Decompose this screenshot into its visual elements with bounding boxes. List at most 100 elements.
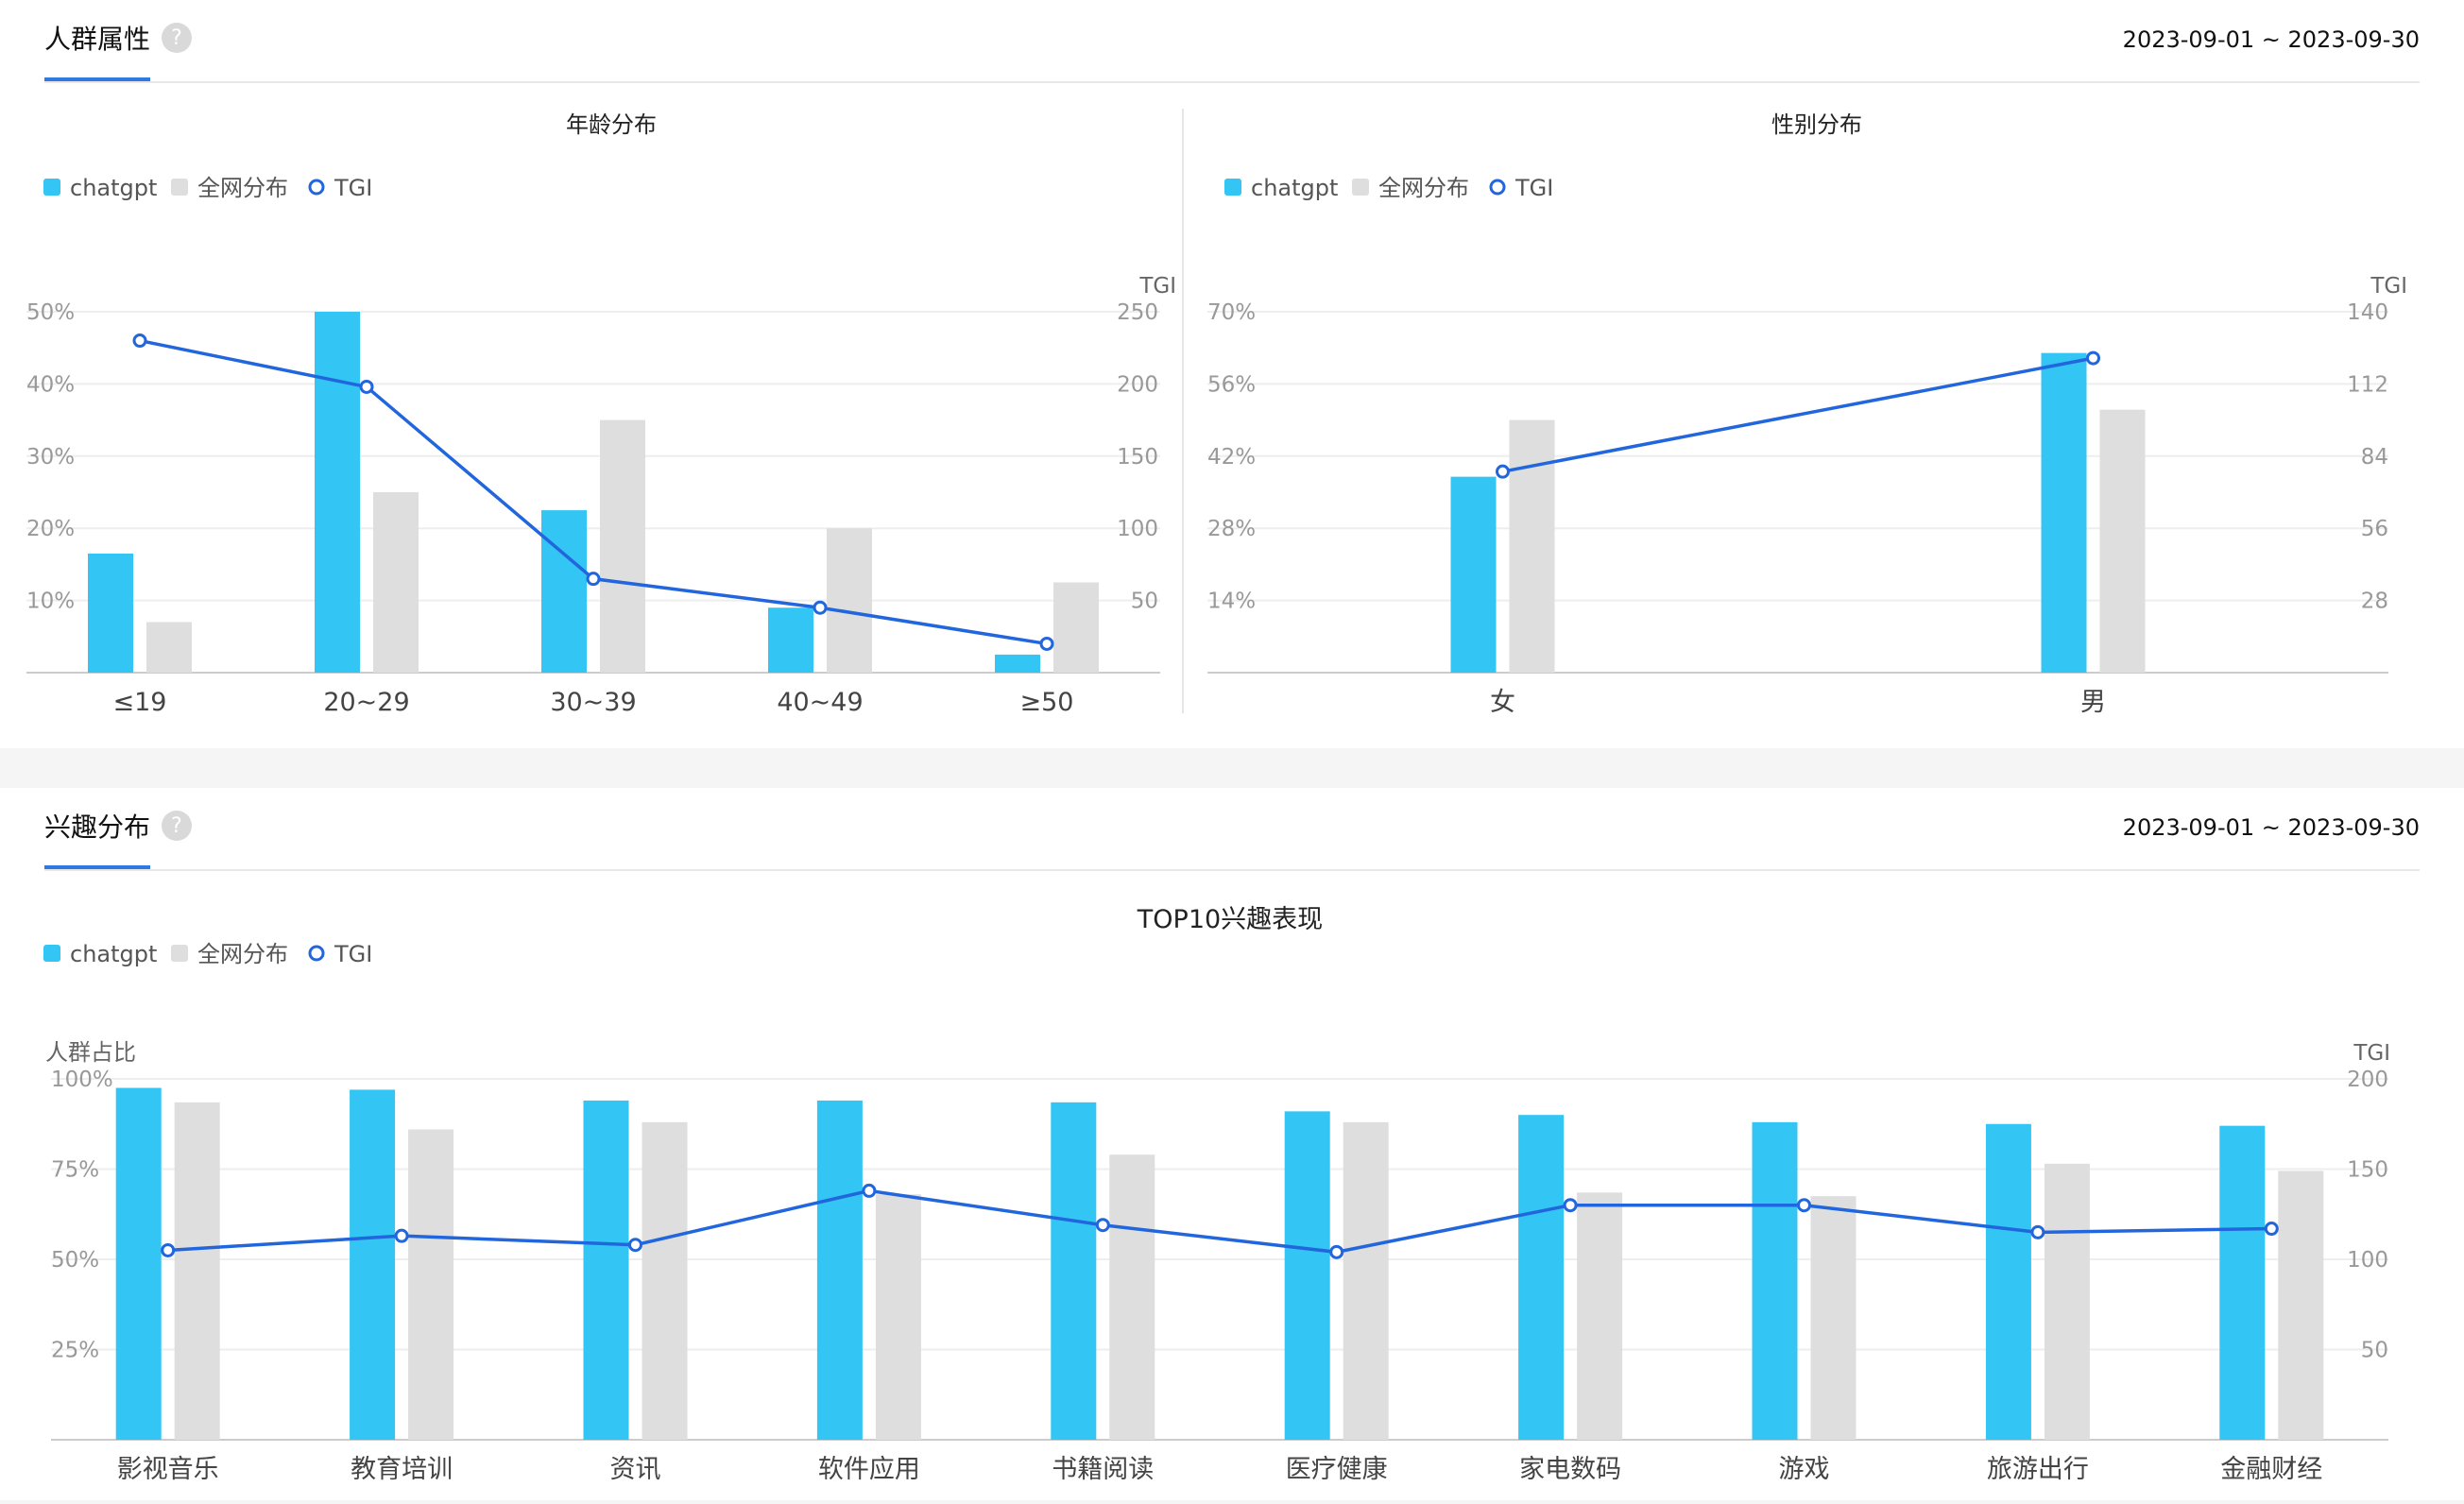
legend-label-tgi: TGI (334, 175, 372, 201)
y-left-tick-label: 50% (26, 300, 75, 325)
y-right-tick-label: 250 (1117, 300, 1158, 325)
x-tick-label: 资讯 (610, 1455, 661, 1484)
bar-chatgpt (350, 1089, 396, 1440)
x-tick-label: 20~29 (323, 688, 409, 717)
x-tick-label: 教育培训 (351, 1455, 453, 1484)
y-left-tick-label: 14% (1207, 590, 1256, 614)
y-right-tick-label: 140 (2347, 300, 2388, 325)
bar-chatgpt (2219, 1125, 2266, 1440)
active-tab-indicator (44, 865, 150, 869)
legend-label-chatgpt: chatgpt (70, 941, 157, 967)
y-right-tick-label: 100 (2347, 1248, 2388, 1273)
x-tick-label: 女 (1490, 688, 1515, 717)
bar-network (1109, 1154, 1155, 1440)
y-left-tick-label: 25% (51, 1339, 99, 1363)
y-left-tick-label: 40% (26, 372, 75, 397)
bar-chatgpt (583, 1100, 629, 1440)
legend-swatch-chatgpt (43, 945, 60, 962)
tgi-point (586, 572, 601, 587)
bar-network (2099, 409, 2146, 673)
tgi-line (167, 1188, 2272, 1255)
legend-swatch-network (171, 179, 188, 196)
tgi-point (1797, 1198, 1811, 1213)
chart-title: 性别分布 (1771, 111, 1862, 138)
x-tick-label: 影视音乐 (117, 1455, 219, 1484)
y-left-axis-title: 人群占比 (45, 1039, 136, 1066)
bar-network (1509, 419, 1555, 673)
y-right-axis-title: TGI (2353, 1041, 2390, 1066)
legend-swatch-chatgpt (43, 179, 60, 196)
tgi-point (132, 333, 147, 349)
section-title[interactable]: 人群属性 (44, 24, 151, 55)
crowd-charts-svg: 年龄分布 chatgpt 全网分布 TGI 10% 20% 30% 40% 50% 50 100 15… (26, 109, 2407, 717)
x-tick-label: 旅游出行 (1987, 1455, 2089, 1484)
bar-network (642, 1121, 688, 1440)
tgi-point (359, 379, 374, 394)
x-tick-label: ≥50 (1020, 688, 1074, 717)
bar-network (1577, 1192, 1623, 1440)
bar-chatgpt (1284, 1111, 1330, 1440)
tgi-point (161, 1242, 176, 1257)
legend-label-tgi: TGI (1514, 175, 1553, 201)
bar-network (1343, 1121, 1389, 1440)
section-crowd-attributes: 人群属性 ? 2023-09-01 ~ 2023-09-30 年龄分布 chatg… (0, 0, 2464, 748)
bar-network (2278, 1171, 2324, 1440)
active-tab-indicator (44, 77, 150, 81)
interest-chart-svg: TOP10兴趣表现 chatgpt 全网分布 TGI 25% 50% 75% 100% 50 10… (43, 905, 2390, 1484)
legend-swatch-chatgpt (1224, 179, 1241, 196)
y-left-tick-label: 10% (26, 590, 75, 614)
legend-label-network: 全网分布 (1378, 175, 1469, 201)
bar-network (1810, 1196, 1857, 1440)
legend-swatch-tgi (1489, 179, 1506, 196)
tgi-line (139, 338, 1048, 646)
section-header: 人群属性 ? (44, 19, 193, 57)
y-left-tick-label: 50% (51, 1248, 99, 1273)
x-tick-label: 40~49 (777, 688, 863, 717)
tgi-point (2086, 350, 2100, 366)
y-left-tick-label: 70% (1207, 300, 1256, 325)
y-right-tick-label: 200 (2347, 1068, 2388, 1092)
bar-chatgpt (1051, 1102, 1097, 1440)
date-range: 2023-09-01 ~ 2023-09-30 (2122, 26, 2420, 53)
x-tick-label: 家电数码 (1519, 1455, 1621, 1484)
tgi-point (2030, 1224, 2045, 1239)
y-left-tick-label: 28% (1207, 517, 1256, 541)
y-right-tick-label: 28 (2361, 590, 2388, 614)
tgi-point (1563, 1198, 1578, 1213)
y-right-axis-title: TGI (1138, 274, 1176, 299)
y-right-tick-label: 100 (1117, 517, 1158, 541)
y-left-tick-label: 42% (1207, 445, 1256, 470)
y-left-tick-label: 30% (26, 445, 75, 470)
section-interest-distribution: 兴趣分布 ? 2023-09-01 ~ 2023-09-30 TOP10兴趣表现… (0, 788, 2464, 1500)
y-right-tick-label: 150 (1117, 445, 1158, 470)
y-left-tick-label: 100% (51, 1068, 113, 1092)
x-tick-label: 游戏 (1779, 1455, 1830, 1484)
header-divider (44, 869, 2420, 871)
y-right-tick-label: 56 (2361, 517, 2388, 541)
bar-chatgpt (115, 1087, 162, 1440)
chart-title: 年龄分布 (566, 111, 657, 138)
legend-label-network: 全网分布 (197, 941, 288, 967)
bar-chatgpt (2041, 352, 2087, 673)
section-title[interactable]: 兴趣分布 (44, 812, 151, 843)
bar-chatgpt (541, 510, 587, 673)
bar-chatgpt (1752, 1121, 1798, 1440)
y-right-tick-label: 112 (2347, 372, 2388, 397)
bar-network (373, 492, 419, 673)
legend-swatch-network (1352, 179, 1369, 196)
date-range: 2023-09-01 ~ 2023-09-30 (2122, 814, 2420, 841)
bar-chatgpt (768, 607, 813, 673)
help-icon[interactable]: ? (162, 23, 193, 53)
y-right-tick-label: 50 (2361, 1339, 2388, 1363)
x-tick-label: 书籍阅读 (1052, 1455, 1154, 1484)
bar-chatgpt (995, 654, 1040, 673)
bar-network (2044, 1163, 2090, 1440)
y-right-tick-label: 84 (2361, 445, 2388, 470)
section-header: 兴趣分布 ? (44, 807, 193, 845)
x-tick-label: 30~39 (550, 688, 636, 717)
bar-chatgpt (315, 312, 360, 673)
y-left-tick-label: 20% (26, 517, 75, 541)
help-icon[interactable]: ? (162, 811, 193, 841)
tgi-point (1329, 1244, 1344, 1259)
x-tick-label: ≤19 (113, 688, 167, 717)
